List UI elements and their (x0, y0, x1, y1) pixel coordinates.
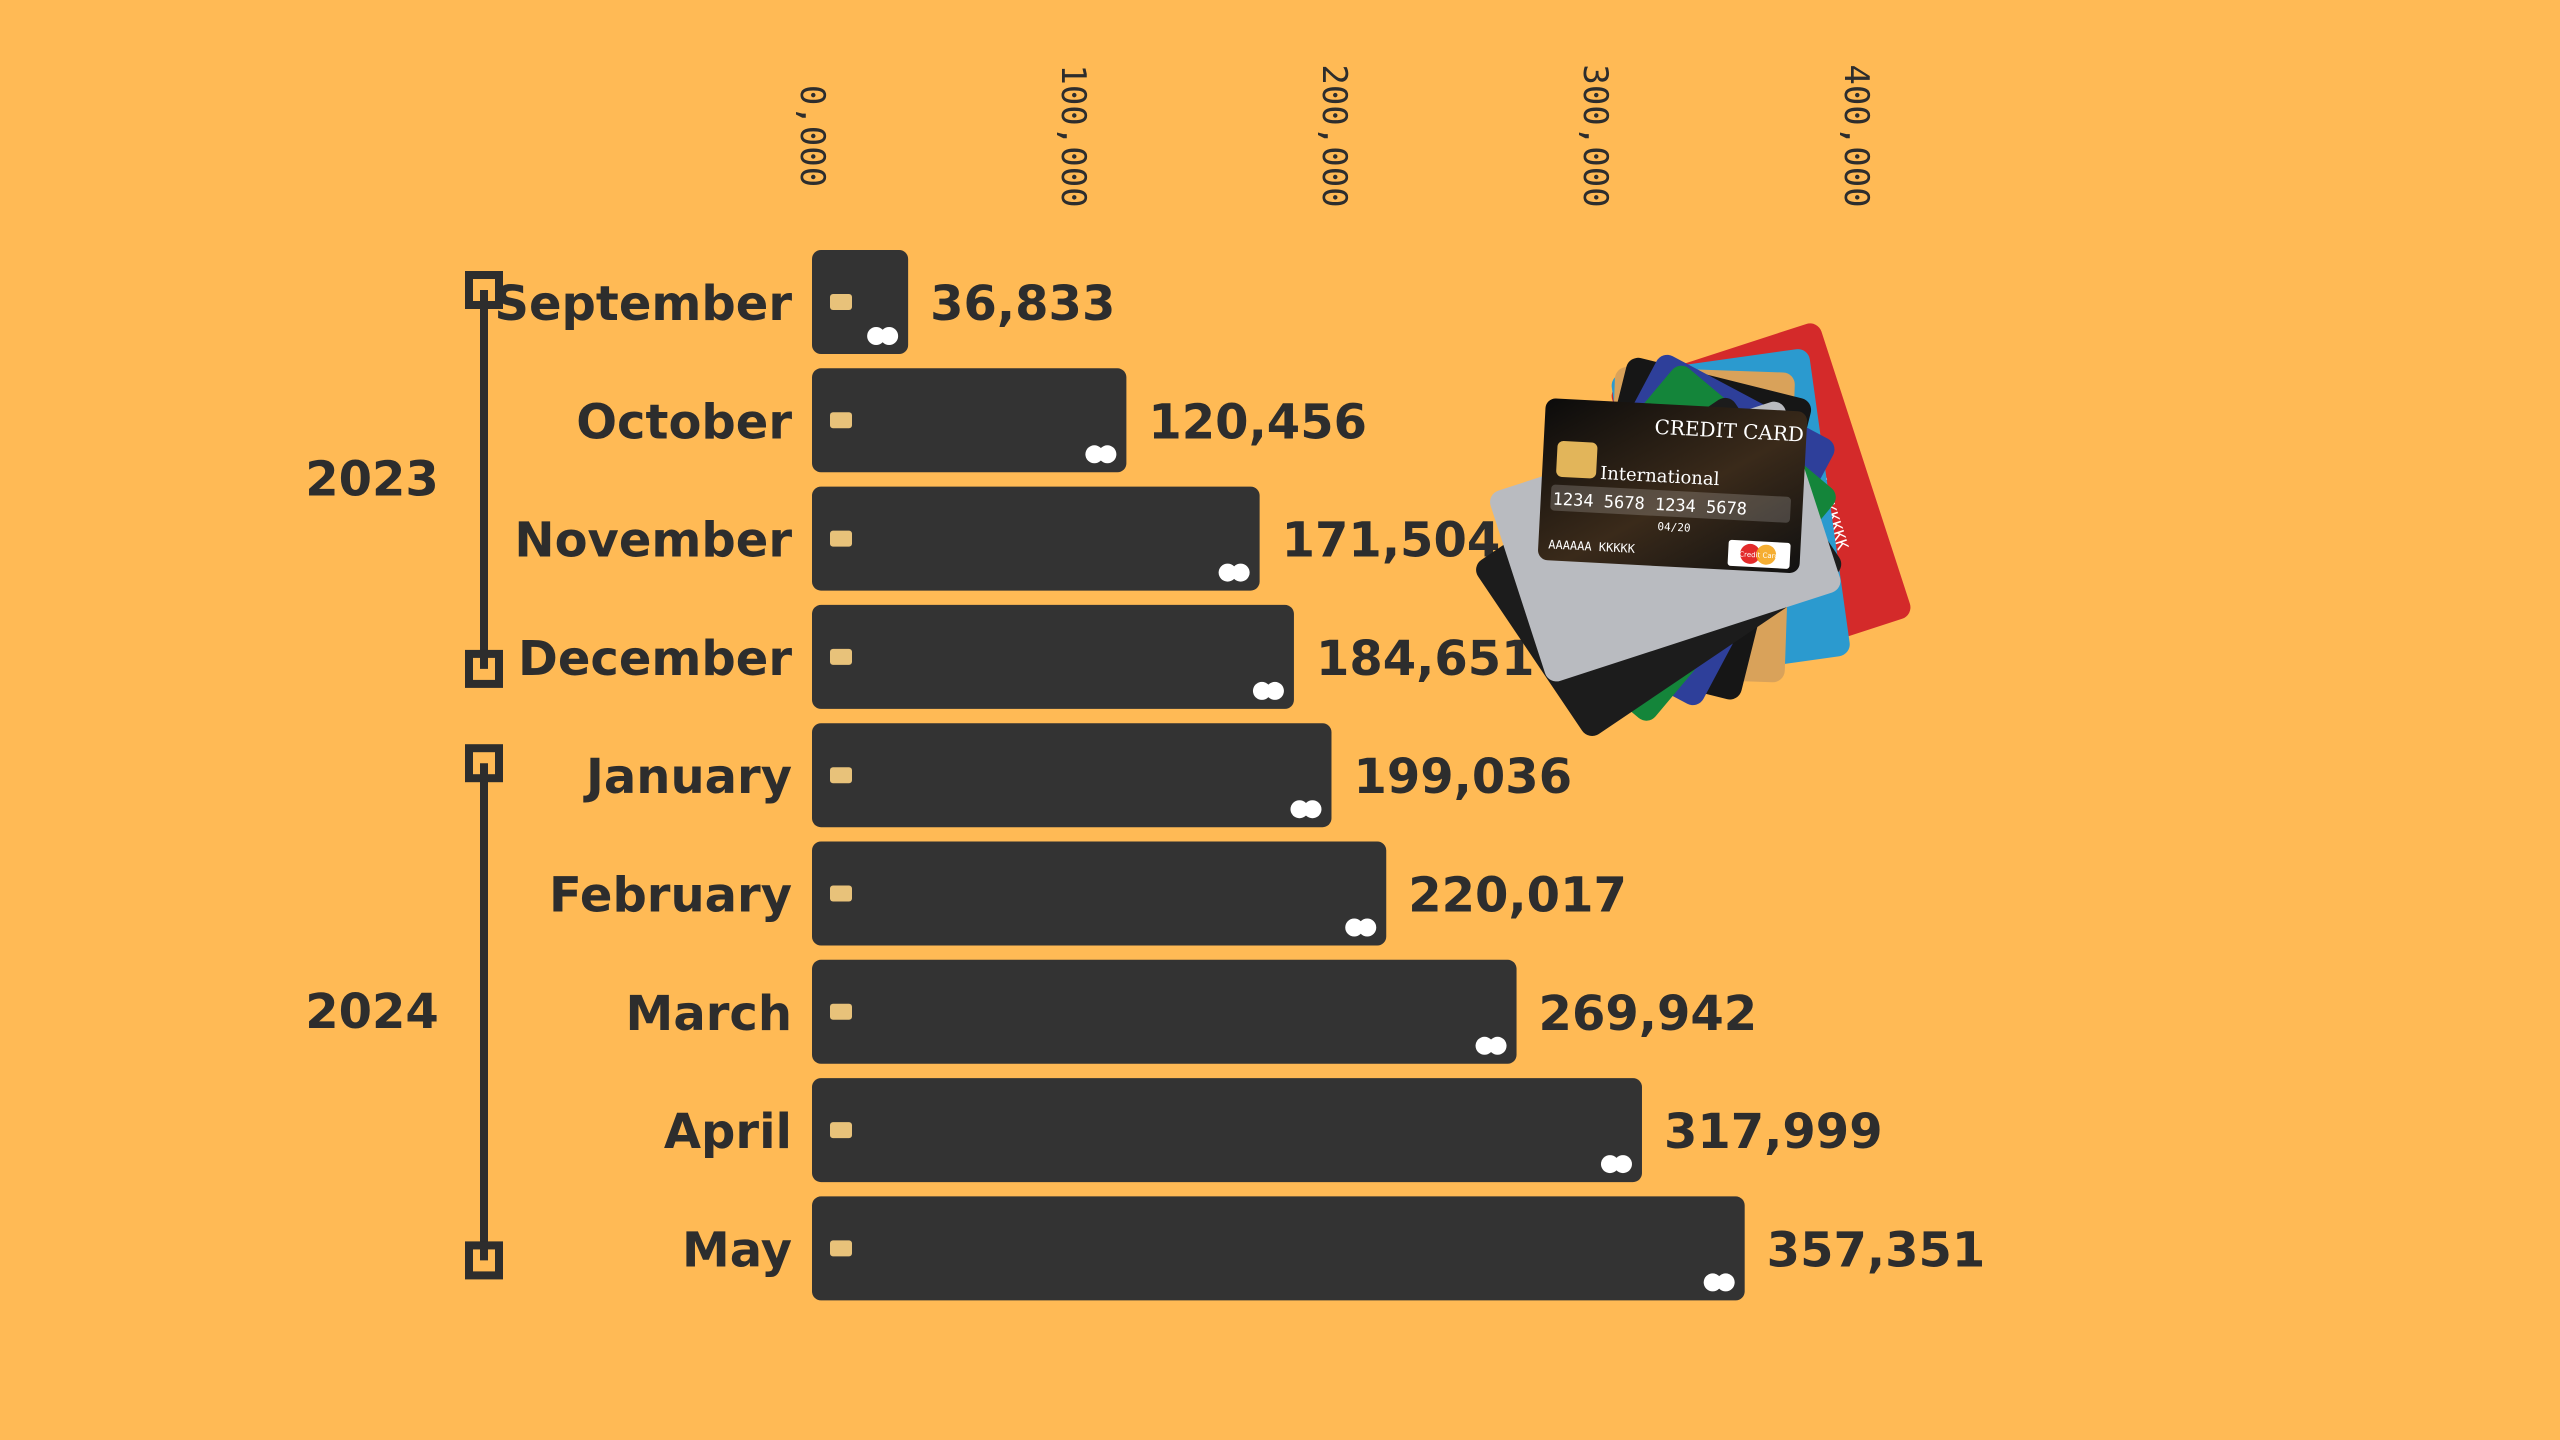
bar-row: January 199,036 (583, 723, 1572, 828)
card-logo-icon (1600, 1155, 1619, 1174)
chip-icon (830, 294, 852, 310)
card-logo-icon (1098, 445, 1117, 464)
x-tick-label: 100,000 (1053, 64, 1093, 207)
card-logo-icon (1703, 1273, 1722, 1292)
category-label: December (518, 631, 792, 687)
value-label: 199,036 (1353, 749, 1572, 805)
card-front-expiry: 04/20 (1657, 520, 1691, 535)
card-logo-icon (1303, 800, 1322, 819)
card-chip (1556, 440, 1598, 479)
category-label: September (494, 276, 792, 332)
bar (812, 1196, 1745, 1301)
timeline-marker (465, 649, 503, 688)
category-label: November (514, 513, 792, 569)
bar-row: November 171,504 (514, 486, 1501, 591)
category-label: April (664, 1104, 792, 1160)
bar-row: September 36,833 (494, 250, 1115, 354)
credit-cards-illustration: AAAAAA KKKKK AAAAAA KKKKK (1476, 323, 1911, 737)
value-label: 184,651 (1316, 631, 1535, 687)
timeline-group: 2024 (305, 744, 503, 1280)
card-front (1538, 398, 1808, 573)
chip-icon (830, 1240, 852, 1257)
chip-icon (830, 767, 852, 784)
value-label: 220,017 (1408, 868, 1627, 924)
card-logo-yellow (1756, 544, 1777, 565)
bar-row: December 184,651 (518, 604, 1535, 709)
x-tick-label: 400,000 (1836, 64, 1876, 207)
card-front-holder: AAAAAA KKKKK (1548, 537, 1636, 556)
card-logo-icon (1231, 563, 1250, 582)
timeline-marker (465, 744, 503, 783)
value-label: 269,942 (1539, 986, 1758, 1042)
year-timeline: 2023 2024 (305, 271, 503, 1280)
chip-icon (830, 530, 852, 547)
card-logo-icon (1613, 1155, 1632, 1174)
value-label: 36,833 (930, 276, 1115, 332)
card-logo-icon (1488, 1036, 1507, 1055)
card-number-strip (1550, 484, 1791, 523)
card-logo-icon (1265, 681, 1284, 700)
bar-row: March 269,942 (626, 959, 1758, 1064)
card-logo-icon (880, 327, 899, 345)
card-logo-text: Credit Card (1739, 550, 1779, 560)
card-logo-icon (1345, 918, 1364, 937)
year-label: 2023 (305, 451, 439, 507)
x-tick-label: 200,000 (1314, 64, 1354, 207)
year-label: 2024 (305, 984, 439, 1040)
card-logo-icon (1358, 918, 1377, 937)
x-tick-label: 300,000 (1575, 64, 1615, 207)
card-logo-icon (1716, 1273, 1735, 1292)
bar (812, 723, 1332, 828)
bar-row: February 220,017 (549, 841, 1627, 946)
bar (812, 250, 909, 354)
bar-row: May 357,351 (682, 1196, 1986, 1301)
card-logo-icon (1290, 800, 1309, 819)
card-logo-icon (1475, 1036, 1494, 1055)
category-label: January (583, 749, 792, 805)
chip-icon (830, 412, 852, 429)
card-logo-icon (1085, 445, 1104, 464)
bar (812, 486, 1260, 591)
x-tick-label: 0,000 (792, 85, 832, 187)
chip-icon (830, 648, 852, 665)
card-logo-icon (867, 327, 886, 345)
bars: September 36,833 October 120,456 November 171… (494, 250, 1986, 1301)
value-label: 171,504 (1282, 513, 1501, 569)
timeline-group: 2023 (305, 271, 503, 688)
card-logo-icon (1218, 563, 1237, 582)
category-label: February (549, 868, 792, 924)
bar (812, 959, 1517, 1064)
bar-row: October 120,456 (576, 368, 1367, 473)
value-label: 317,999 (1664, 1104, 1883, 1160)
chip-icon (830, 1122, 852, 1139)
value-label: 357,351 (1767, 1222, 1986, 1278)
category-label: March (626, 986, 792, 1042)
value-label: 120,456 (1148, 394, 1367, 450)
bar (812, 604, 1294, 709)
category-label: May (682, 1222, 792, 1278)
timeline-marker (465, 271, 503, 309)
x-axis-ticks: 0,000 100,000 200,000 300,000 400,000 (792, 64, 1876, 207)
bar (812, 1078, 1642, 1183)
category-label: October (576, 394, 792, 450)
card-logo-icon (1252, 681, 1271, 700)
chip-icon (830, 885, 852, 902)
bar (812, 368, 1127, 473)
bar (812, 841, 1387, 946)
card-logo-red (1740, 543, 1761, 564)
timeline-marker (465, 1241, 503, 1280)
bar-row: April 317,999 (664, 1078, 1883, 1183)
chip-icon (830, 1003, 852, 1020)
